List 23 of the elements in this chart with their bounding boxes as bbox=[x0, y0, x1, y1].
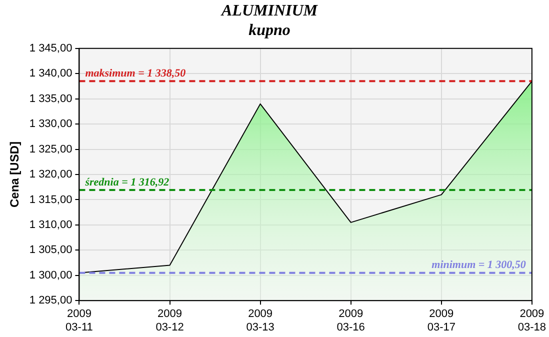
x-tick-label: 2009 03-16 bbox=[336, 308, 365, 334]
ref-line-label: minimum = 1 300,50 bbox=[432, 259, 526, 272]
x-tick-label: 2009 03-12 bbox=[156, 308, 184, 334]
x-tick-label: 2009 03-13 bbox=[246, 308, 274, 334]
chart-subtitle: kupno bbox=[248, 22, 290, 39]
y-tick-label: 1 330,00 bbox=[29, 118, 72, 130]
y-tick-label: 1 345,00 bbox=[29, 42, 72, 54]
y-tick-label: 1 295,00 bbox=[29, 294, 72, 307]
chart-title: ALUMINIUM bbox=[220, 2, 318, 20]
y-tick-label: 1 315,00 bbox=[29, 194, 72, 206]
y-tick-label: 1 325,00 bbox=[29, 143, 72, 156]
y-tick-label: 1 310,00 bbox=[29, 218, 72, 231]
y-axis-title: Cena [USD] bbox=[8, 141, 22, 208]
x-tick-label: 2009 03-17 bbox=[427, 308, 456, 334]
x-tick-label: 2009 03-11 bbox=[66, 308, 93, 334]
y-tick-label: 1 340,00 bbox=[29, 68, 72, 80]
x-tick-label: 2009 03-18 bbox=[518, 308, 546, 334]
y-tick-label: 1 305,00 bbox=[29, 244, 72, 256]
y-tick-label: 1 300,00 bbox=[29, 269, 72, 282]
y-tick-label: 1 320,00 bbox=[29, 168, 72, 181]
ref-line-label: maksimum = 1 338,50 bbox=[85, 68, 186, 80]
ref-line-label: średnia = 1 316,92 bbox=[84, 176, 170, 188]
y-tick-label: 1 335,00 bbox=[29, 92, 72, 105]
